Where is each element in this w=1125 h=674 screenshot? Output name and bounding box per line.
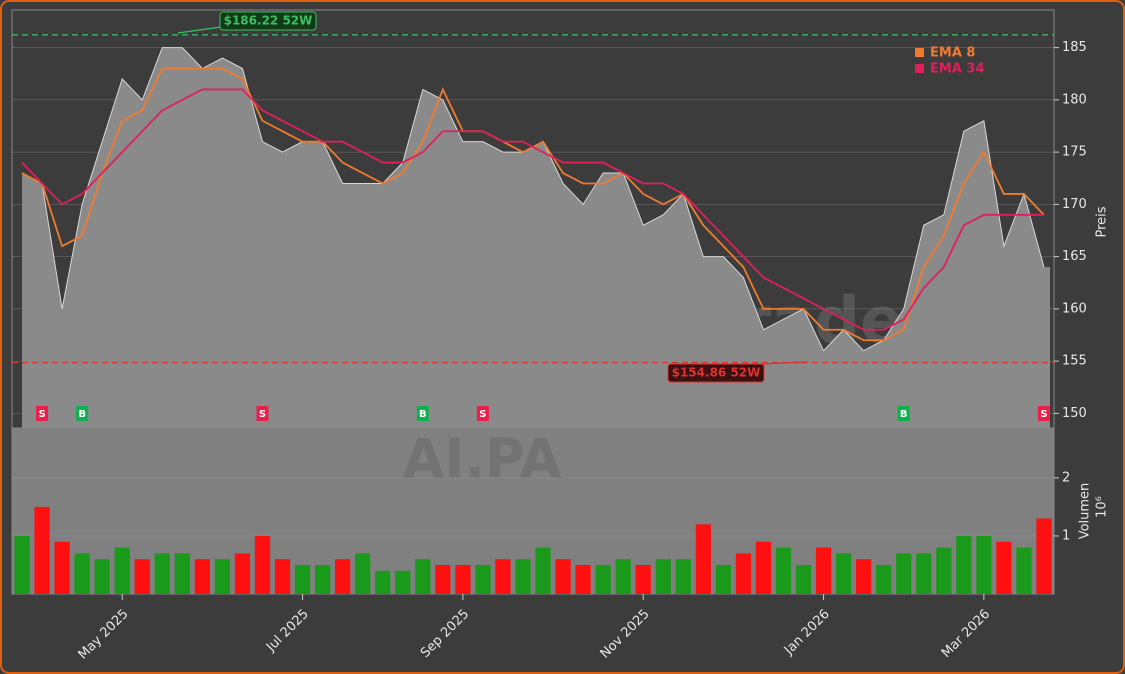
- volume-bar: [535, 547, 551, 594]
- y-tick-label: 2: [1062, 470, 1070, 485]
- offset-label: 10⁶: [1095, 496, 1110, 518]
- volume-bar: [114, 547, 130, 594]
- volume-bar: [755, 541, 772, 594]
- annotation-box: [219, 11, 317, 31]
- volume-bar: [595, 564, 611, 594]
- signal-label: B: [78, 409, 86, 420]
- volume-bar: [956, 535, 972, 594]
- volume-bar: [695, 524, 711, 594]
- volume-bar: [395, 570, 411, 594]
- y-tick-label: 165: [1062, 249, 1087, 264]
- volume-bar: [795, 564, 812, 594]
- signal-badge: [256, 406, 269, 421]
- y-tick-label: 185: [1062, 40, 1087, 55]
- volume-bar: [996, 541, 1012, 594]
- y-tick-label: 150: [1062, 406, 1087, 421]
- volume-bar: [815, 547, 832, 594]
- annotation-label: $186.22 52W: [224, 14, 313, 28]
- volume-bar: [976, 535, 992, 594]
- volume-bar: [1036, 518, 1052, 594]
- signal-label: S: [1040, 409, 1047, 420]
- annotation-box: [667, 363, 765, 383]
- volume-bar: [1016, 547, 1032, 594]
- signal-label: S: [259, 409, 266, 420]
- volume-bar: [715, 564, 731, 594]
- volume-bar: [615, 559, 631, 594]
- y-axis-label: Preis: [1095, 206, 1110, 237]
- signal-badge: [476, 406, 489, 421]
- signal-label: S: [479, 409, 486, 420]
- volume-bar: [735, 553, 752, 594]
- signal-badge: [76, 406, 89, 421]
- volume-bar: [876, 564, 892, 594]
- symbol: AI.PA: [403, 428, 562, 491]
- y-tick-label: 180: [1062, 92, 1087, 107]
- volume-bar: [775, 547, 792, 594]
- volume-bar: [234, 553, 251, 594]
- y-tick-label: 160: [1062, 301, 1087, 316]
- signal-badge: [416, 406, 429, 421]
- y-tick-label: 1: [1062, 528, 1070, 543]
- volume-bar: [936, 547, 952, 594]
- volume-bar: [314, 564, 331, 594]
- signal-label: S: [38, 409, 45, 420]
- volume-bar: [54, 541, 70, 594]
- volume-bar: [294, 564, 311, 594]
- volume-bar: [495, 559, 511, 594]
- y-axis-label: Volumen: [1078, 483, 1093, 540]
- volume-bar: [74, 553, 90, 594]
- volume-bar: [635, 564, 651, 594]
- volume-bar: [856, 559, 872, 594]
- volume-bar: [375, 570, 391, 594]
- volume-bar: [94, 559, 110, 594]
- volume-bar: [335, 559, 351, 594]
- legend-label: EMA 8: [930, 46, 975, 61]
- y-tick-label: 175: [1062, 145, 1087, 160]
- volume-bar: [214, 559, 231, 594]
- signal-badge: [897, 406, 910, 421]
- volume-bar: [134, 559, 150, 594]
- volume-bar: [575, 564, 591, 594]
- legend-label: EMA 34: [930, 62, 985, 77]
- volume-bar: [355, 553, 371, 594]
- volume-bar: [154, 553, 170, 594]
- volume-bar: [455, 564, 471, 594]
- price-area-fill: [22, 47, 1050, 429]
- volume-bar: [555, 559, 571, 594]
- volume-bar: [174, 553, 190, 594]
- signal-badge: [36, 406, 49, 421]
- legend-swatch: [915, 48, 924, 57]
- volume-bar: [515, 559, 531, 594]
- volume-bar: [655, 559, 671, 594]
- volume-bar: [835, 553, 852, 594]
- signal-label: B: [900, 409, 908, 420]
- volume-bar: [274, 559, 291, 594]
- annotation-label: $154.86 52W: [672, 366, 761, 380]
- y-tick-label: 155: [1062, 354, 1087, 369]
- volume-bar: [14, 535, 30, 594]
- ema-line: [21, 88, 1044, 331]
- legend-swatch: [915, 64, 924, 73]
- volume-bar: [475, 564, 491, 594]
- volume-bar: [916, 553, 932, 594]
- volume-bar: [896, 553, 912, 594]
- volume-bar: [415, 559, 431, 594]
- signal-label: B: [419, 409, 427, 420]
- volume-bar: [254, 535, 271, 594]
- volume-bar: [675, 559, 691, 594]
- signal-badge: [1037, 406, 1050, 421]
- volume-bar: [435, 564, 451, 594]
- volume-bar: [34, 506, 50, 594]
- y-tick-label: 170: [1062, 197, 1087, 212]
- volume-bar: [194, 559, 210, 594]
